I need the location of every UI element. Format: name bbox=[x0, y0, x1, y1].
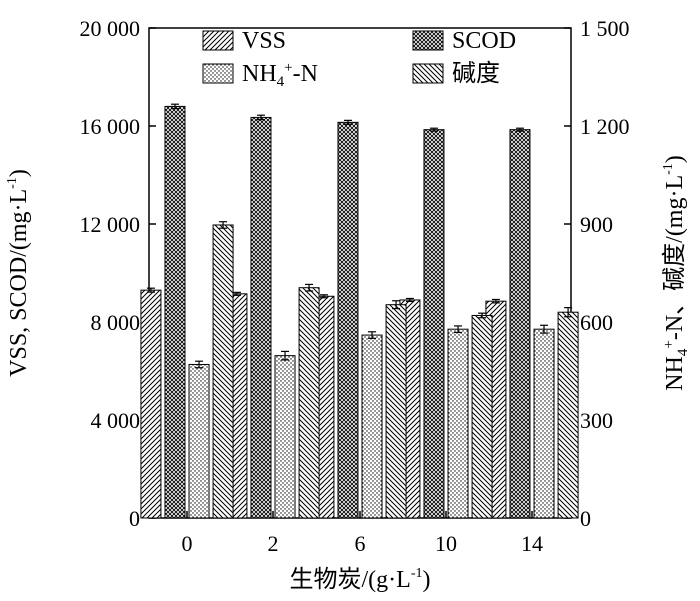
y2-tick-label: 900 bbox=[580, 212, 613, 237]
bar-scod bbox=[509, 129, 531, 519]
bar-scod bbox=[164, 105, 186, 519]
bar-nh4n bbox=[447, 328, 469, 519]
error-bar-vss bbox=[232, 291, 241, 296]
bar-marks bbox=[140, 103, 579, 519]
legend: VSS SCOD NH4+-N 碱度 bbox=[202, 28, 516, 90]
error-bar-vss bbox=[491, 298, 500, 304]
legend-label-alk: 碱度 bbox=[452, 60, 500, 87]
bar-nh4n bbox=[361, 334, 383, 519]
bar-series3 bbox=[385, 304, 407, 519]
y-tick-label: 4 000 bbox=[91, 408, 141, 433]
y-tick-label: 20 000 bbox=[80, 16, 141, 41]
legend-label-vss: VSS bbox=[242, 28, 286, 54]
bar-series3 bbox=[212, 224, 234, 519]
y2-tick-label: 300 bbox=[580, 408, 613, 433]
error-bar-scod bbox=[343, 119, 352, 125]
legend-swatch-nh4 bbox=[202, 63, 234, 84]
bar-scod bbox=[423, 129, 445, 519]
bar-nh4n bbox=[274, 355, 296, 519]
left-axis-ticks: 0 4 000 8 000 12 000 16 000 20 000 bbox=[80, 16, 156, 531]
error-bar-vss bbox=[146, 287, 155, 293]
bar-nh4n bbox=[188, 363, 210, 519]
y2-tick-label: 600 bbox=[580, 310, 613, 335]
error-bar-series3 bbox=[392, 300, 401, 310]
y-tick-label: 8 000 bbox=[91, 310, 141, 335]
y-tick-label: 0 bbox=[129, 506, 140, 531]
x-tick-label: 2 bbox=[268, 531, 279, 556]
error-bar-vss bbox=[319, 294, 328, 299]
error-bar-series3 bbox=[219, 221, 228, 229]
x-axis-ticks: 0 2 6 10 14 bbox=[182, 511, 543, 556]
error-bar-nh4n bbox=[195, 360, 204, 369]
error-bar-scod bbox=[170, 103, 179, 110]
y2-tick-label: 0 bbox=[580, 506, 591, 531]
legend-swatch-scod bbox=[412, 30, 444, 51]
error-bar-series3 bbox=[478, 312, 487, 319]
error-bar-series3 bbox=[564, 307, 573, 318]
bar-series3 bbox=[557, 311, 579, 519]
x-tick-label: 10 bbox=[435, 531, 457, 556]
x-axis-title: 生物炭/(g·L-1) bbox=[290, 566, 431, 593]
y-axis-title: VSS, SCOD/(mg·L-1) bbox=[5, 169, 32, 377]
legend-label-scod: SCOD bbox=[452, 28, 516, 54]
error-bar-nh4n bbox=[540, 324, 549, 334]
y-tick-label: 12 000 bbox=[80, 212, 141, 237]
error-bar-nh4n bbox=[281, 350, 290, 361]
y-tick-label: 16 000 bbox=[80, 114, 141, 139]
legend-swatch-alk bbox=[412, 63, 444, 84]
error-bar-series3 bbox=[305, 283, 314, 292]
y2-tick-label: 1 500 bbox=[580, 16, 630, 41]
error-bar-nh4n bbox=[454, 325, 463, 334]
legend-swatch-vss bbox=[202, 30, 234, 51]
bar-vss bbox=[140, 289, 162, 519]
x-tick-label: 14 bbox=[521, 531, 543, 556]
x-tick-label: 0 bbox=[182, 531, 193, 556]
bar-scod bbox=[250, 116, 272, 519]
error-bar-scod bbox=[429, 127, 438, 132]
error-bar-scod bbox=[256, 114, 265, 121]
error-bar-scod bbox=[515, 127, 524, 132]
bar-nh4n bbox=[533, 328, 555, 519]
y2-tick-label: 1 200 bbox=[580, 114, 630, 139]
legend-label-nh4: NH4+-N bbox=[242, 60, 318, 90]
error-bar-vss bbox=[405, 297, 414, 303]
bar-scod bbox=[337, 121, 359, 519]
plot-frame bbox=[148, 27, 572, 519]
x-tick-label: 6 bbox=[355, 531, 366, 556]
bar-series3 bbox=[471, 314, 493, 519]
y2-axis-title: NH4+-N、碱度/(mg·L-1) bbox=[661, 155, 691, 391]
bar-series3 bbox=[298, 287, 320, 519]
error-bar-nh4n bbox=[368, 331, 377, 339]
